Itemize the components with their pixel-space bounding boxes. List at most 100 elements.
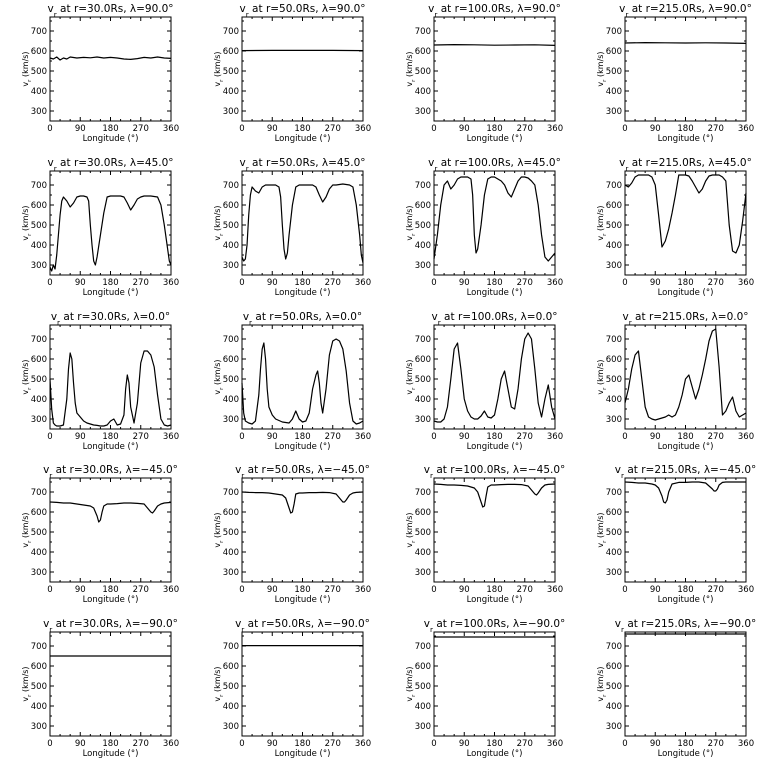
y-axis-label: vr (km/s)	[21, 666, 33, 701]
y-tick-label: 500	[31, 682, 47, 692]
x-axis-label: Longitude (°)	[275, 749, 331, 759]
x-tick-label: 360	[355, 739, 371, 749]
y-axis-label-rest: (km/s)	[213, 359, 222, 387]
y-axis-label-main: v	[21, 543, 30, 548]
y-tick-label: 400	[31, 87, 47, 97]
y-tick-label: 300	[223, 107, 239, 117]
y-tick-label: 700	[415, 27, 431, 37]
y-axis-label-main: v	[213, 236, 222, 241]
x-tick-label: 0	[431, 739, 436, 749]
y-tick-label: 300	[415, 107, 431, 117]
subplot-5: vr at r=30.0Rs, λ=45.0°0 90 180 270 36030040…	[21, 157, 179, 298]
x-tick-label: 180	[486, 278, 502, 288]
subplot-title-sub: r	[54, 10, 58, 19]
y-tick-label: 400	[223, 87, 239, 97]
subplot-title-main: v	[615, 464, 621, 476]
y-tick-label: 600	[223, 508, 239, 518]
subplot-title-main: v	[43, 464, 49, 476]
x-tick-label: 0	[239, 739, 244, 749]
subplot-title-rest: at r=50.0Rs, λ=45.0°	[249, 157, 366, 169]
subplot-9: vr at r=30.0Rs, λ=0.0°0 90 180 270 360300400…	[21, 311, 179, 452]
y-tick-label: 400	[606, 548, 622, 558]
y-tick-label: 300	[415, 415, 431, 425]
y-axis-label-sub: r	[411, 233, 417, 236]
y-axis-label-rest: (km/s)	[596, 205, 605, 233]
x-tick-label: 0	[431, 124, 436, 134]
y-axis-label-rest: (km/s)	[405, 512, 414, 540]
y-axis-label-sub: r	[602, 694, 608, 697]
axes-frame	[433, 477, 556, 583]
y-tick-label: 600	[606, 355, 622, 365]
x-tick-label: 360	[355, 124, 371, 134]
x-tick-label: 270	[133, 585, 149, 595]
series-line	[241, 338, 364, 425]
axes-frame	[241, 170, 364, 276]
y-tick-label: 300	[415, 568, 431, 578]
x-tick-label: 90	[267, 585, 278, 595]
x-tick-label: 270	[708, 278, 724, 288]
subplot-title-main: v	[235, 464, 241, 476]
x-axis-label: Longitude (°)	[83, 749, 139, 759]
subplot-title: vr at r=50.0Rs, λ=45.0°	[239, 157, 365, 173]
y-tick-label: 600	[415, 201, 431, 211]
subplot-title-rest: at r=215.0Rs, λ=90.0°	[628, 3, 751, 15]
y-axis-label-main: v	[405, 390, 414, 395]
x-tick-label: 90	[459, 124, 470, 134]
x-tick-label: 0	[239, 585, 244, 595]
y-tick-label: 500	[223, 528, 239, 538]
y-axis-label-main: v	[596, 697, 605, 702]
x-tick-label: 360	[738, 432, 754, 442]
x-tick-label: 0	[47, 739, 52, 749]
y-tick-label: 600	[415, 508, 431, 518]
y-axis-label-rest: (km/s)	[213, 666, 222, 694]
subplot-title-main: v	[424, 464, 430, 476]
subplot-title-main: v	[239, 157, 245, 169]
y-tick-label: 600	[606, 201, 622, 211]
x-tick-label: 270	[708, 432, 724, 442]
y-tick-label: 700	[415, 181, 431, 191]
x-tick-label: 90	[650, 739, 661, 749]
x-tick-label: 0	[622, 432, 627, 442]
y-axis-label-main: v	[21, 697, 30, 702]
subplot-title-main: v	[431, 311, 437, 323]
subplot-title-sub: r	[430, 625, 434, 634]
subplot-title: vr at r=50.0Rs, λ=90.0°	[239, 3, 365, 19]
x-tick-label: 270	[325, 124, 341, 134]
x-tick-label: 270	[325, 739, 341, 749]
axes-frame	[624, 16, 747, 122]
subplot-14: vr at r=50.0Rs, λ=−45.0°0 90 180 270 3603004…	[213, 464, 371, 605]
axes-frame	[49, 16, 172, 122]
subplot-title-rest: at r=215.0Rs, λ=45.0°	[628, 157, 751, 169]
y-axis-label: vr (km/s)	[596, 512, 608, 547]
y-tick-label: 400	[31, 395, 47, 405]
y-tick-label: 600	[415, 662, 431, 672]
subplot-10: vr at r=50.0Rs, λ=0.0°0 90 180 270 360300400…	[213, 311, 371, 452]
y-tick-label: 300	[223, 568, 239, 578]
y-tick-label: 600	[31, 355, 47, 365]
x-tick-label: 360	[163, 432, 179, 442]
y-tick-label: 300	[223, 261, 239, 271]
y-axis-label-rest: (km/s)	[213, 51, 222, 79]
x-axis-label: Longitude (°)	[467, 442, 523, 452]
subplot-title: vr at r=215.0Rs, λ=90.0°	[619, 3, 752, 19]
subplot-13: vr at r=30.0Rs, λ=−45.0°0 90 180 270 3603004…	[21, 464, 179, 605]
y-tick-label: 400	[223, 395, 239, 405]
subplot-title-main: v	[235, 618, 241, 630]
y-tick-label: 600	[223, 662, 239, 672]
x-tick-label: 0	[47, 585, 52, 595]
y-tick-label: 700	[606, 642, 622, 652]
y-tick-label: 500	[31, 67, 47, 77]
axes-frame	[433, 631, 556, 737]
subplot-title-rest: at r=215.0Rs, λ=0.0°	[632, 311, 749, 323]
y-axis-label-rest: (km/s)	[405, 205, 414, 233]
y-tick-label: 400	[223, 241, 239, 251]
y-axis-label-main: v	[213, 82, 222, 87]
subplot-1: vr at r=30.0Rs, λ=90.0°0 90 180 270 36030040…	[21, 3, 179, 144]
subplot-title: vr at r=100.0Rs, λ=−90.0°	[424, 618, 566, 634]
subplot-title-main: v	[428, 3, 434, 15]
x-tick-label: 0	[622, 124, 627, 134]
y-tick-label: 400	[31, 548, 47, 558]
y-axis-label-sub: r	[219, 540, 225, 543]
y-tick-label: 300	[31, 722, 47, 732]
x-tick-label: 90	[459, 432, 470, 442]
